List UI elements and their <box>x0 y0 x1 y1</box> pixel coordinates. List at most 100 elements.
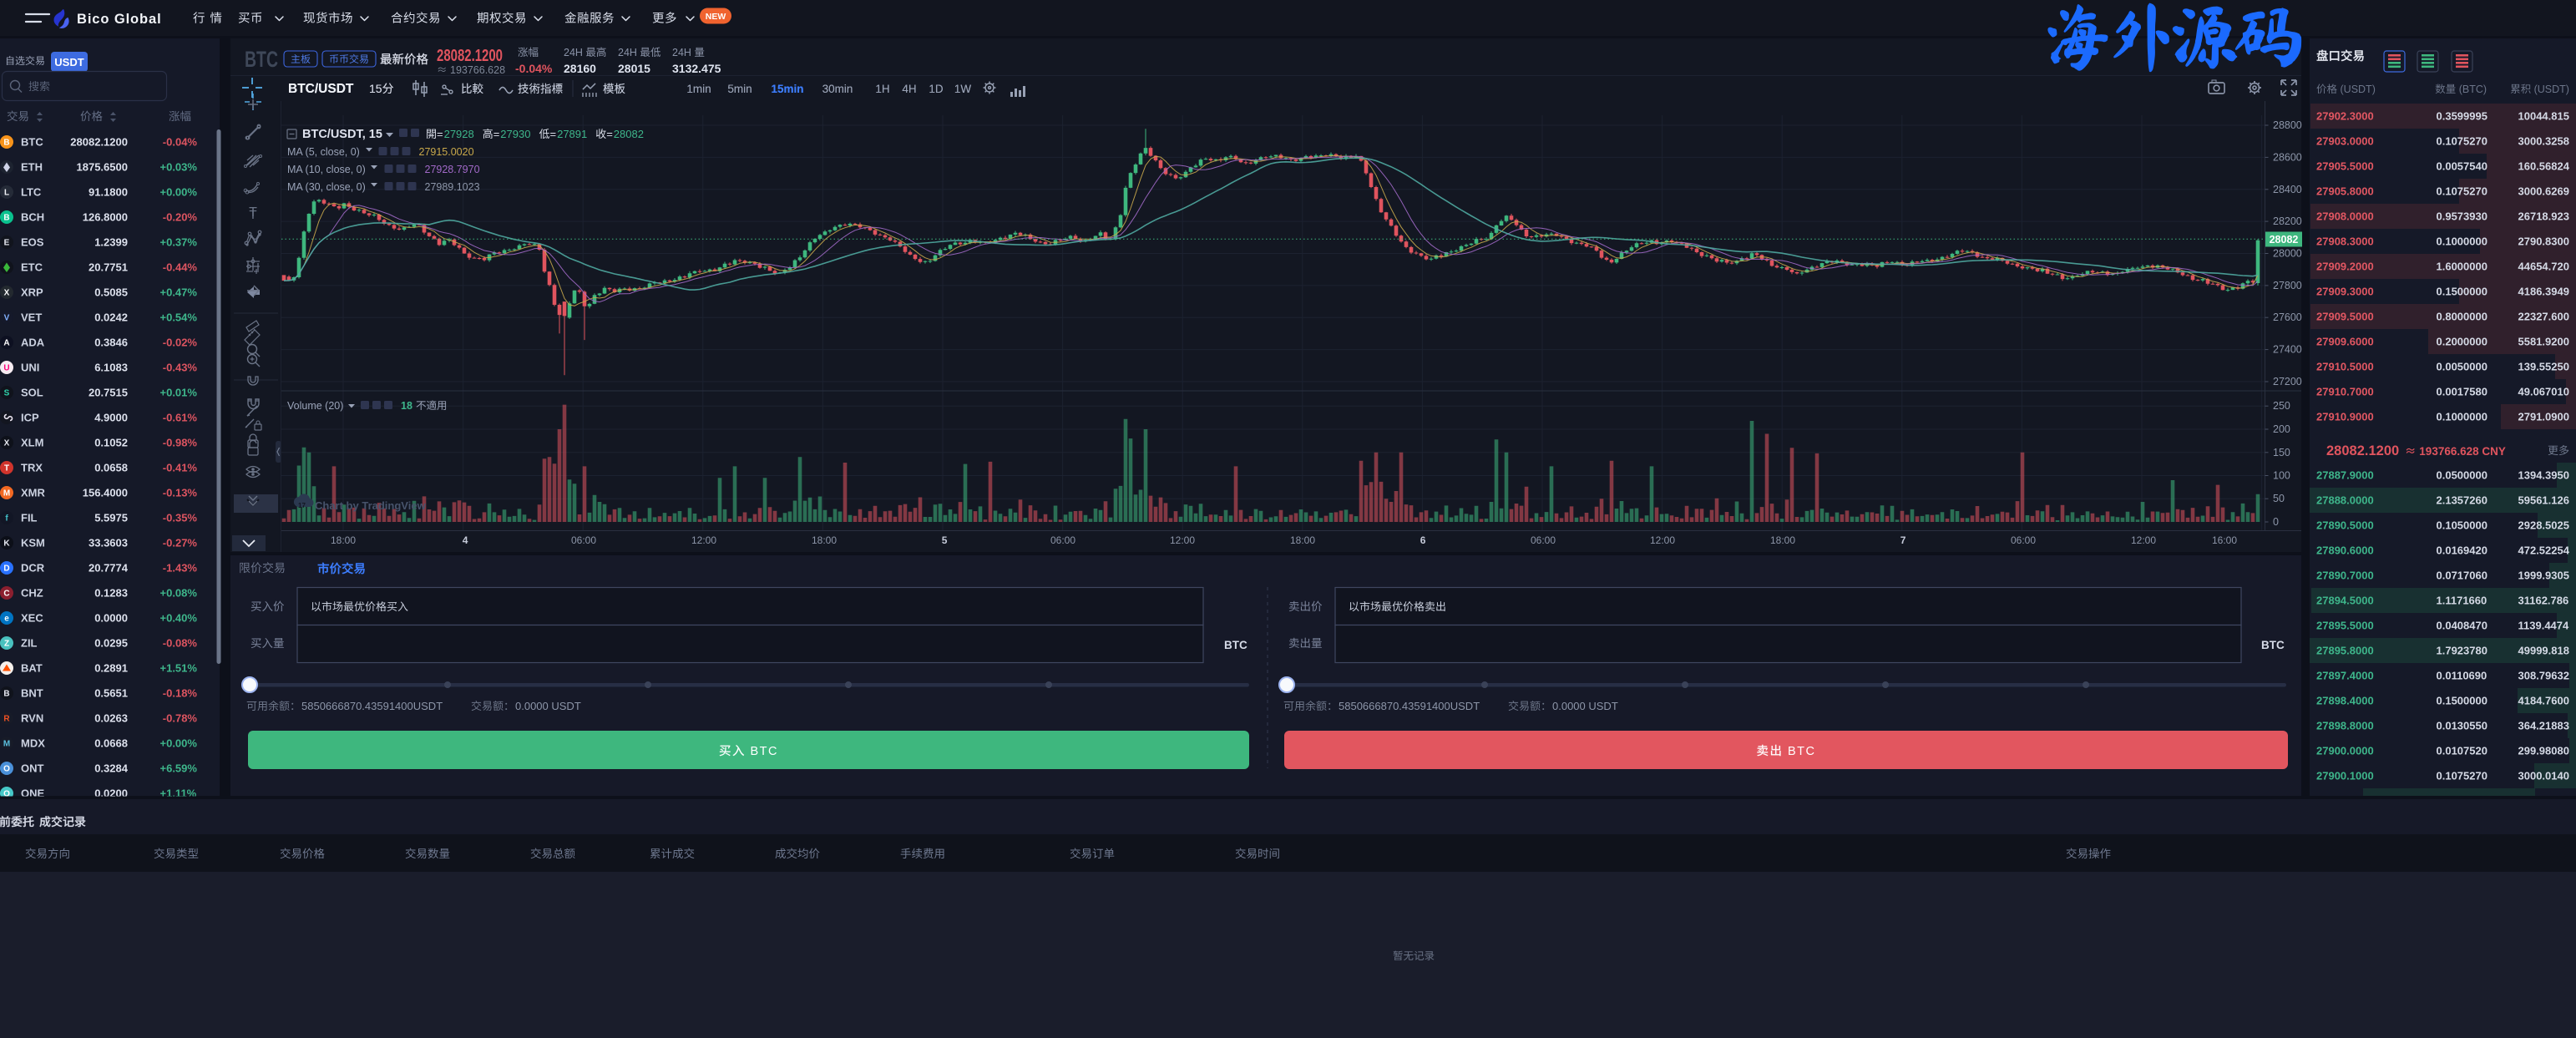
svg-text:S: S <box>4 389 10 398</box>
svg-text:+6.59%: +6.59% <box>160 762 198 775</box>
svg-text:24H: 24H <box>618 47 637 58</box>
svg-text:0.9573930: 0.9573930 <box>2437 210 2487 223</box>
svg-text:=: = <box>493 128 500 140</box>
svg-text:27902.3000: 27902.3000 <box>2316 110 2374 123</box>
svg-text:BNT: BNT <box>21 687 43 700</box>
svg-text:0.0500000: 0.0500000 <box>2437 469 2487 482</box>
svg-text:=: = <box>550 128 557 140</box>
svg-text:-0.27%: -0.27% <box>163 537 198 549</box>
svg-text:28082: 28082 <box>614 128 644 140</box>
svg-text:28082.1200: 28082.1200 <box>70 136 128 149</box>
svg-text:28400: 28400 <box>2273 184 2302 195</box>
svg-text:16:00: 16:00 <box>2212 534 2237 546</box>
svg-text:250: 250 <box>2273 400 2290 412</box>
svg-text:0.1000000: 0.1000000 <box>2437 411 2487 423</box>
svg-text:-0.02%: -0.02% <box>163 337 198 349</box>
svg-text:31162.786: 31162.786 <box>2518 595 2569 607</box>
svg-text:C: C <box>3 590 9 599</box>
svg-text:0.0017580: 0.0017580 <box>2437 386 2487 398</box>
svg-text:0.0130550: 0.0130550 <box>2437 720 2487 732</box>
svg-text:1139.4474: 1139.4474 <box>2518 620 2570 632</box>
svg-text:0.5651: 0.5651 <box>94 687 128 700</box>
svg-text:5850666870.43591400USDT: 5850666870.43591400USDT <box>301 700 443 712</box>
svg-text:160.56824: 160.56824 <box>2518 160 2570 173</box>
svg-text:1H: 1H <box>875 83 889 95</box>
svg-text:B: B <box>3 214 9 223</box>
svg-text:0.0000: 0.0000 <box>94 612 128 625</box>
svg-text:-1.43%: -1.43% <box>163 562 198 575</box>
svg-text:0.5085: 0.5085 <box>94 286 128 299</box>
svg-text:KSM: KSM <box>21 537 45 549</box>
svg-text:TRX: TRX <box>21 462 43 474</box>
svg-text:-0.61%: -0.61% <box>163 412 198 424</box>
svg-text:1min: 1min <box>686 83 711 95</box>
svg-text:15min: 15min <box>772 83 804 95</box>
svg-text:e: e <box>4 615 9 624</box>
svg-text:3132.475: 3132.475 <box>672 62 721 75</box>
svg-text:MA (30, close, 0): MA (30, close, 0) <box>287 181 366 193</box>
svg-text:0.0242: 0.0242 <box>94 311 128 324</box>
svg-text:1W: 1W <box>954 83 972 95</box>
svg-text:27898.4000: 27898.4000 <box>2316 695 2374 707</box>
svg-text:28600: 28600 <box>2273 151 2302 163</box>
svg-text:150: 150 <box>2273 447 2290 458</box>
svg-text:4.9000: 4.9000 <box>94 412 128 424</box>
svg-text:VET: VET <box>21 311 42 324</box>
svg-text:0.1000000: 0.1000000 <box>2437 235 2487 248</box>
svg-text:+0.01%: +0.01% <box>160 387 198 399</box>
svg-text:18: 18 <box>401 400 412 412</box>
svg-text:2928.5025: 2928.5025 <box>2518 519 2569 532</box>
svg-text:BTC/USDT: BTC/USDT <box>288 82 354 96</box>
svg-text:Z: Z <box>4 640 9 649</box>
svg-text:27915.0020: 27915.0020 <box>419 146 474 158</box>
svg-text:20.7751: 20.7751 <box>89 261 128 274</box>
svg-text:ZIL: ZIL <box>21 637 38 650</box>
svg-text:-0.04%: -0.04% <box>163 136 198 149</box>
svg-text:1999.9305: 1999.9305 <box>2518 570 2569 582</box>
svg-text:+0.08%: +0.08% <box>160 587 198 600</box>
svg-text:BTC: BTC <box>21 136 43 149</box>
svg-text:0.2000000: 0.2000000 <box>2437 336 2487 348</box>
svg-text:XLM: XLM <box>21 437 43 449</box>
svg-text:FIL: FIL <box>21 512 38 524</box>
svg-text:USDT: USDT <box>54 56 84 68</box>
svg-text:18:00: 18:00 <box>1770 534 1795 546</box>
svg-text:BTC: BTC <box>2261 639 2285 651</box>
svg-text:T: T <box>249 208 256 222</box>
svg-text:MA (5, close, 0): MA (5, close, 0) <box>287 146 360 158</box>
svg-text:27900.1000: 27900.1000 <box>2316 770 2374 782</box>
svg-text:18:00: 18:00 <box>1290 534 1315 546</box>
svg-text:-0.20%: -0.20% <box>163 211 198 224</box>
svg-text:27890.5000: 27890.5000 <box>2316 519 2374 532</box>
svg-text:ICP: ICP <box>21 412 39 424</box>
svg-text:U: U <box>3 364 9 373</box>
svg-text:L: L <box>4 189 9 198</box>
svg-text:X: X <box>4 289 10 298</box>
svg-text:=: = <box>606 128 613 140</box>
svg-text:(BTC): (BTC) <box>2459 84 2487 95</box>
svg-text:0.0408470: 0.0408470 <box>2437 620 2487 632</box>
svg-text:UNI: UNI <box>21 362 39 374</box>
svg-text:E: E <box>4 239 10 248</box>
svg-text:30min: 30min <box>822 83 853 95</box>
svg-text:27905.8000: 27905.8000 <box>2316 185 2374 198</box>
svg-text:06:00: 06:00 <box>2011 534 2036 546</box>
svg-text:0.1050000: 0.1050000 <box>2437 519 2487 532</box>
svg-text:472.52254: 472.52254 <box>2518 544 2570 557</box>
svg-text:59561.126: 59561.126 <box>2518 494 2569 507</box>
svg-text:X: X <box>4 439 10 448</box>
svg-text:BTC/USDT, 15: BTC/USDT, 15 <box>302 128 382 141</box>
svg-text:V: V <box>4 314 10 323</box>
svg-text:30min: 30min <box>822 83 853 95</box>
svg-text:27908.3000: 27908.3000 <box>2316 235 2374 248</box>
svg-text:27890.7000: 27890.7000 <box>2316 570 2374 582</box>
svg-text:1D: 1D <box>929 83 944 95</box>
svg-text:12:00: 12:00 <box>1650 534 1675 546</box>
svg-text:(USDT): (USDT) <box>2534 84 2569 95</box>
svg-text:+1.51%: +1.51% <box>160 662 198 675</box>
svg-text:0.1075270: 0.1075270 <box>2437 185 2487 198</box>
svg-text:06:00: 06:00 <box>1531 534 1556 546</box>
svg-text:193766.628: 193766.628 <box>450 64 505 76</box>
svg-text:0.0668: 0.0668 <box>94 737 128 750</box>
svg-text:27200: 27200 <box>2273 376 2302 387</box>
